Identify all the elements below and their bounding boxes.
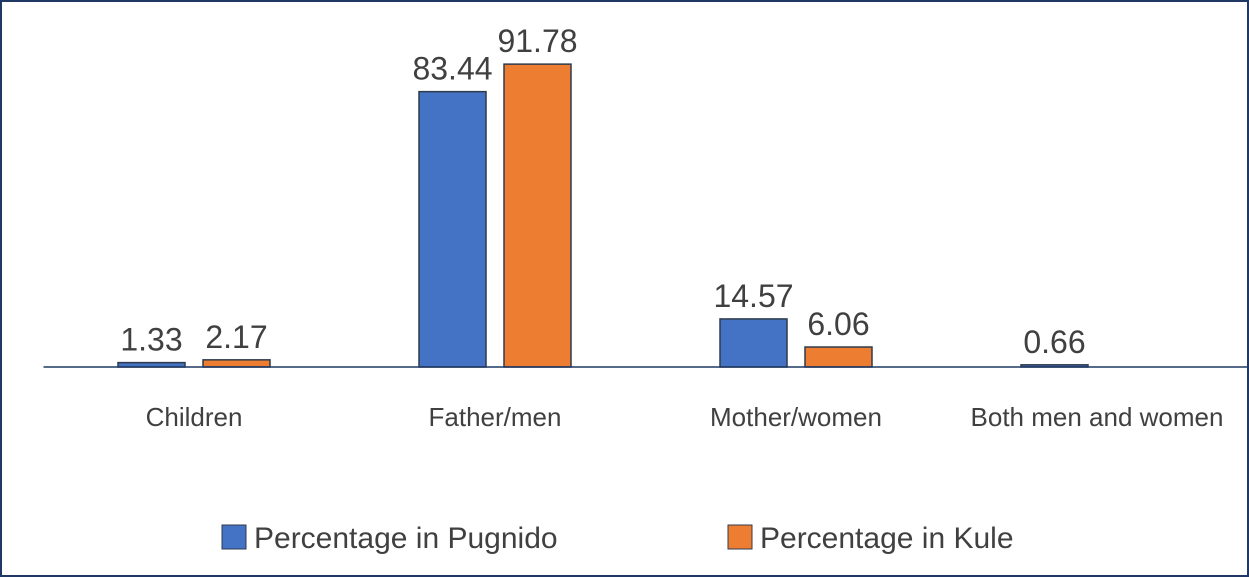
bar — [202, 359, 271, 368]
data-label: 1.33 — [120, 322, 182, 358]
x-tick-label: Father/men — [428, 402, 562, 432]
data-label: 0.66 — [1023, 324, 1085, 360]
bar — [503, 63, 572, 368]
legend-label: Percentage in Pugnido — [254, 522, 558, 555]
data-label: 91.78 — [497, 23, 577, 59]
bar — [719, 318, 788, 368]
legend-swatch — [221, 524, 247, 550]
x-tick-label: Children — [145, 402, 243, 432]
legend-swatch — [727, 524, 753, 550]
x-tick-label: Both men and women — [970, 402, 1224, 432]
data-label: 2.17 — [205, 319, 267, 355]
x-tick-label: Mother/women — [710, 402, 882, 432]
data-label: 83.44 — [412, 51, 492, 87]
data-label: 6.06 — [807, 306, 869, 342]
bar — [804, 346, 873, 368]
legend-label: Percentage in Kule — [760, 522, 1014, 555]
bar — [418, 90, 487, 368]
data-label: 14.57 — [713, 278, 793, 314]
